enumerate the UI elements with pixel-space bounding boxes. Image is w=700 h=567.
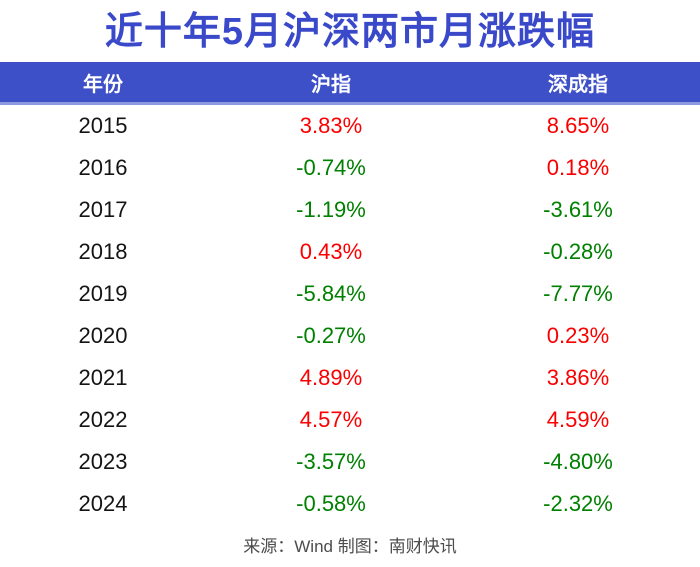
- shanghai-index-value-cell: -0.58%: [296, 491, 366, 516]
- shanghai-index-value-cell: 3.83%: [299, 113, 363, 138]
- table-row: 2015 3.83% 8.65%: [0, 105, 700, 147]
- table-row: 2016 -0.74% 0.18%: [0, 147, 700, 189]
- year-cell: 2019: [78, 281, 128, 306]
- year-cell: 2018: [78, 239, 128, 264]
- year-cell: 2020: [78, 323, 128, 348]
- shanghai-index-value-cell: 4.89%: [299, 365, 363, 390]
- column-header-shanghai-index: 沪指: [311, 73, 351, 96]
- shenzhen-index-value-cell: 3.86%: [546, 365, 610, 390]
- shenzhen-index-value-cell: 0.23%: [546, 323, 610, 348]
- table-row: 2023 -3.57% -4.80%: [0, 441, 700, 483]
- year-cell: 2022: [78, 407, 128, 432]
- table-row: 2022 4.57% 4.59%: [0, 399, 700, 441]
- year-cell: 2015: [78, 113, 128, 138]
- year-cell: 2021: [78, 365, 128, 390]
- shenzhen-index-value-cell: -4.80%: [543, 449, 613, 474]
- shanghai-index-value-cell: -1.19%: [296, 197, 366, 222]
- year-cell: 2024: [78, 491, 128, 516]
- year-cell: 2016: [78, 155, 128, 180]
- column-header-shenzhen-component-index: 深成指: [548, 73, 608, 96]
- table-row: 2024 -0.58% -2.32%: [0, 483, 700, 525]
- shanghai-index-value-cell: -0.27%: [296, 323, 366, 348]
- year-cell: 2017: [78, 197, 128, 222]
- page-title: 近十年5月沪深两市月涨跌幅: [104, 11, 596, 53]
- table-row: 2018 0.43% -0.28%: [0, 231, 700, 273]
- shenzhen-index-value-cell: -0.28%: [543, 239, 613, 264]
- shanghai-index-value-cell: -3.57%: [296, 449, 366, 474]
- table-row: 2017 -1.19% -3.61%: [0, 189, 700, 231]
- shanghai-index-value-cell: 0.43%: [299, 239, 363, 264]
- column-header-year: 年份: [83, 73, 123, 96]
- table-row: 2019 -5.84% -7.77%: [0, 273, 700, 315]
- table-row: 2020 -0.27% 0.23%: [0, 315, 700, 357]
- year-cell: 2023: [78, 449, 128, 474]
- table-row: 2021 4.89% 3.86%: [0, 357, 700, 399]
- shanghai-index-value-cell: -0.74%: [296, 155, 366, 180]
- table-body: 2015 3.83% 8.65% 2016 -0.74% 0.18% 2017 -1.19% -…: [0, 105, 700, 525]
- shenzhen-index-value-cell: 4.59%: [546, 407, 610, 432]
- shanghai-index-value-cell: 4.57%: [299, 407, 363, 432]
- shenzhen-index-value-cell: -3.61%: [543, 197, 613, 222]
- shenzhen-index-value-cell: -7.77%: [543, 281, 613, 306]
- shenzhen-index-value-cell: -2.32%: [543, 491, 613, 516]
- shenzhen-index-value-cell: 8.65%: [546, 113, 610, 138]
- source-credit: 来源：Wind 制图：南财快讯: [243, 537, 457, 556]
- table-header-row: 年份 沪指 深成指: [0, 62, 700, 105]
- shenzhen-index-value-cell: 0.18%: [546, 155, 610, 180]
- shanghai-index-value-cell: -5.84%: [296, 281, 366, 306]
